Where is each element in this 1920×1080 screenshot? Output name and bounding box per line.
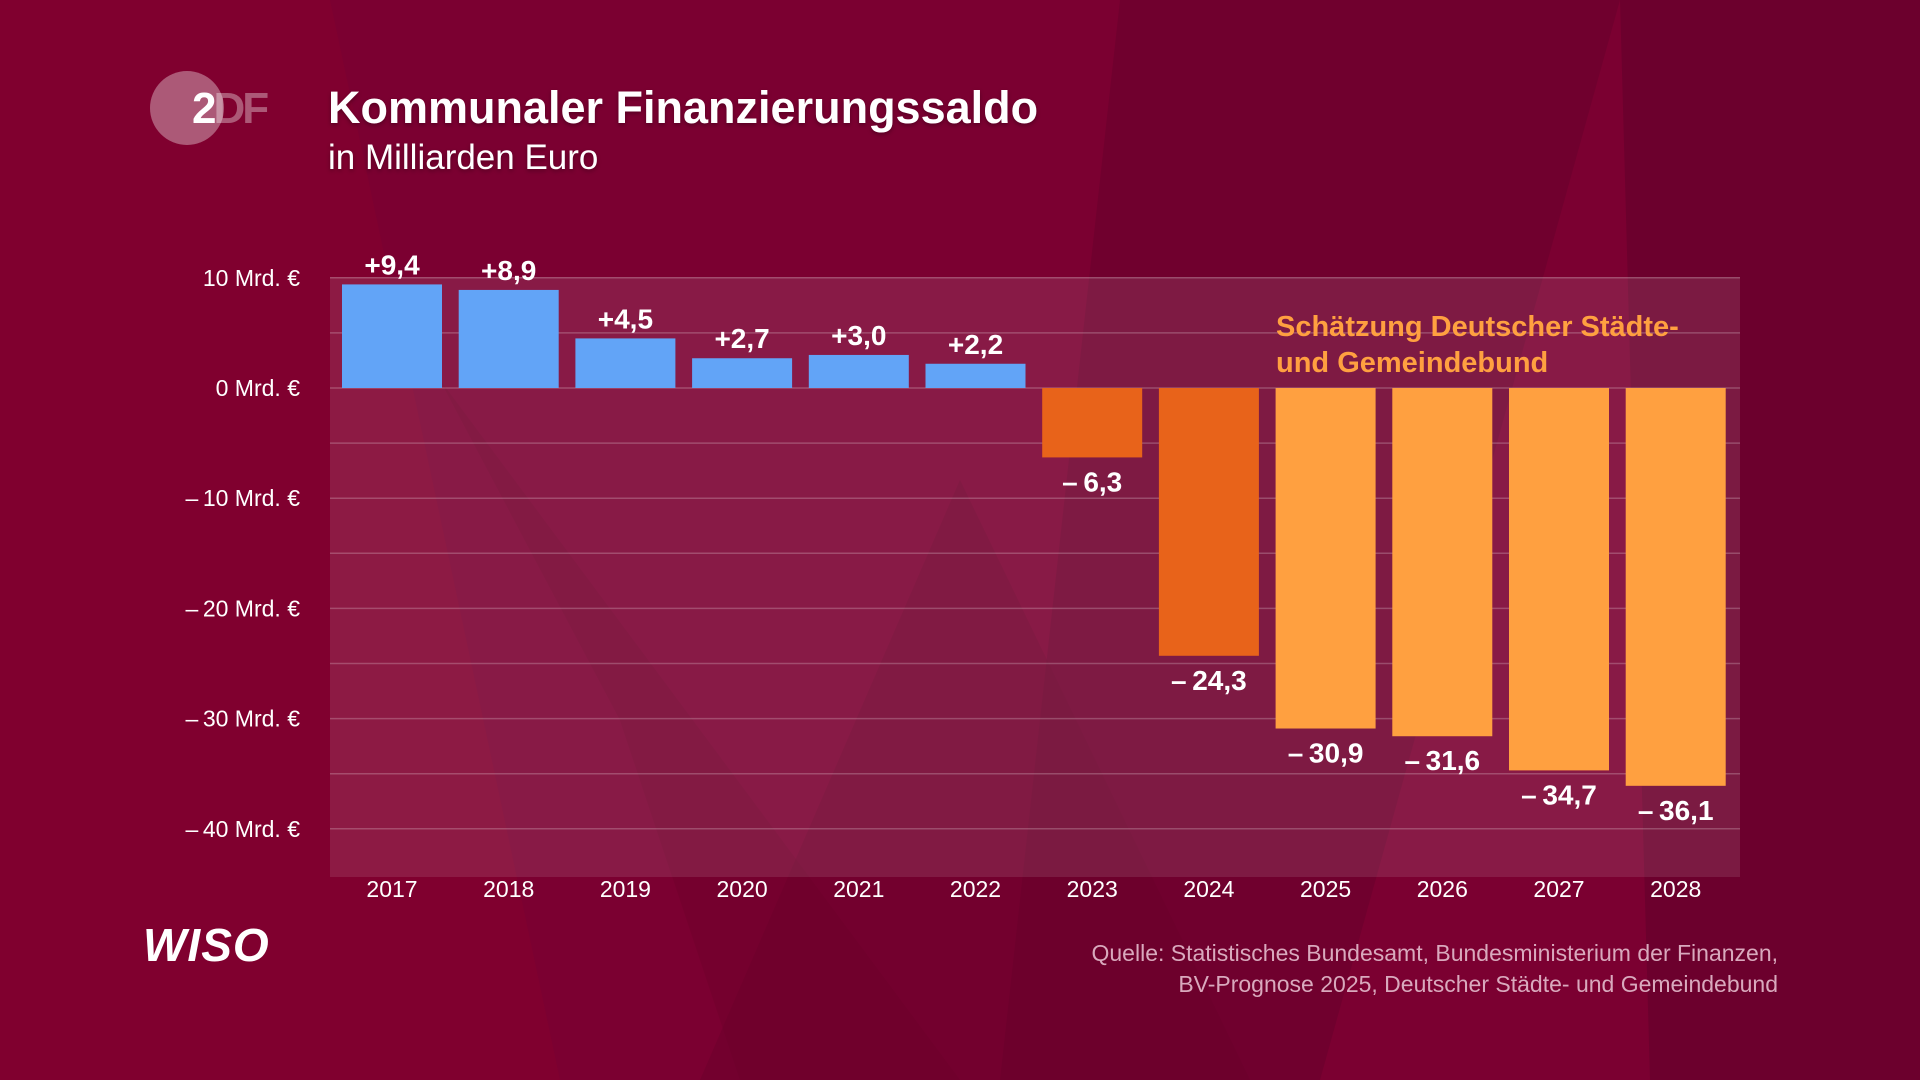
y-tick-label: 0 Mrd. €	[216, 375, 301, 401]
x-tick-label: 2027	[1533, 876, 1584, 902]
y-tick-label: – 40 Mrd. €	[185, 816, 300, 842]
x-tick-label: 2021	[833, 876, 884, 902]
data-label: – 34,7	[1521, 779, 1597, 810]
bar-2025	[1275, 388, 1376, 729]
data-label: +2,2	[948, 329, 1003, 360]
bar-2026	[1392, 388, 1493, 737]
data-label: – 36,1	[1638, 795, 1714, 826]
x-tick-label: 2019	[600, 876, 651, 902]
y-tick-label: – 30 Mrd. €	[185, 706, 300, 732]
x-tick-label: 2022	[950, 876, 1001, 902]
estimate-annotation-line-2: und Gemeindebund	[1276, 347, 1548, 379]
source-line-1: Quelle: Statistisches Bundesamt, Bundesm…	[1091, 940, 1779, 966]
bar-2024	[1158, 388, 1259, 656]
plot-area	[330, 277, 1740, 877]
y-tick-label: – 10 Mrd. €	[185, 485, 300, 511]
bar-2018	[458, 289, 559, 388]
x-tick-label: 2025	[1300, 876, 1351, 902]
data-label: – 30,9	[1288, 738, 1364, 769]
bar-2028	[1625, 388, 1726, 786]
data-label: +3,0	[831, 320, 886, 351]
bar-2021	[808, 354, 909, 388]
x-tick-label: 2020	[717, 876, 768, 902]
x-tick-label: 2023	[1067, 876, 1118, 902]
x-tick-label: 2026	[1417, 876, 1468, 902]
bar-2020	[692, 358, 793, 388]
data-label: – 31,6	[1404, 745, 1480, 776]
bar-2019	[575, 338, 676, 388]
estimate-annotation-line-1: Schätzung Deutscher Städte-	[1276, 311, 1679, 343]
bar-2022	[925, 363, 1026, 388]
bar-2027	[1509, 388, 1609, 771]
y-tick-label: 10 Mrd. €	[203, 265, 300, 291]
bar-2023	[1042, 388, 1143, 458]
y-tick-label: – 20 Mrd. €	[185, 595, 300, 621]
x-tick-label: 2024	[1183, 876, 1234, 902]
data-label: – 6,3	[1062, 466, 1122, 497]
data-label: +4,5	[598, 303, 653, 334]
zdf-logo-text: 2DF	[192, 84, 269, 133]
data-label: +8,9	[481, 255, 536, 286]
bar-2017	[342, 284, 442, 388]
zdf-logo	[150, 71, 224, 145]
source-line-2: BV-Prognose 2025, Deutscher Städte- und …	[1178, 971, 1778, 997]
x-tick-label: 2018	[483, 876, 534, 902]
wiso-logo: WISO	[143, 919, 270, 971]
x-tick-label: 2017	[366, 876, 417, 902]
data-label: – 24,3	[1171, 665, 1247, 696]
data-label: +2,7	[714, 323, 769, 354]
x-tick-label: 2028	[1650, 876, 1701, 902]
data-label: +9,4	[364, 249, 420, 280]
chart-title: Kommunaler Finanzierungssaldo	[328, 82, 1039, 133]
chart-subtitle: in Milliarden Euro	[328, 138, 599, 177]
source-note: Quelle: Statistisches Bundesamt, Bundesm…	[1092, 938, 1779, 1000]
